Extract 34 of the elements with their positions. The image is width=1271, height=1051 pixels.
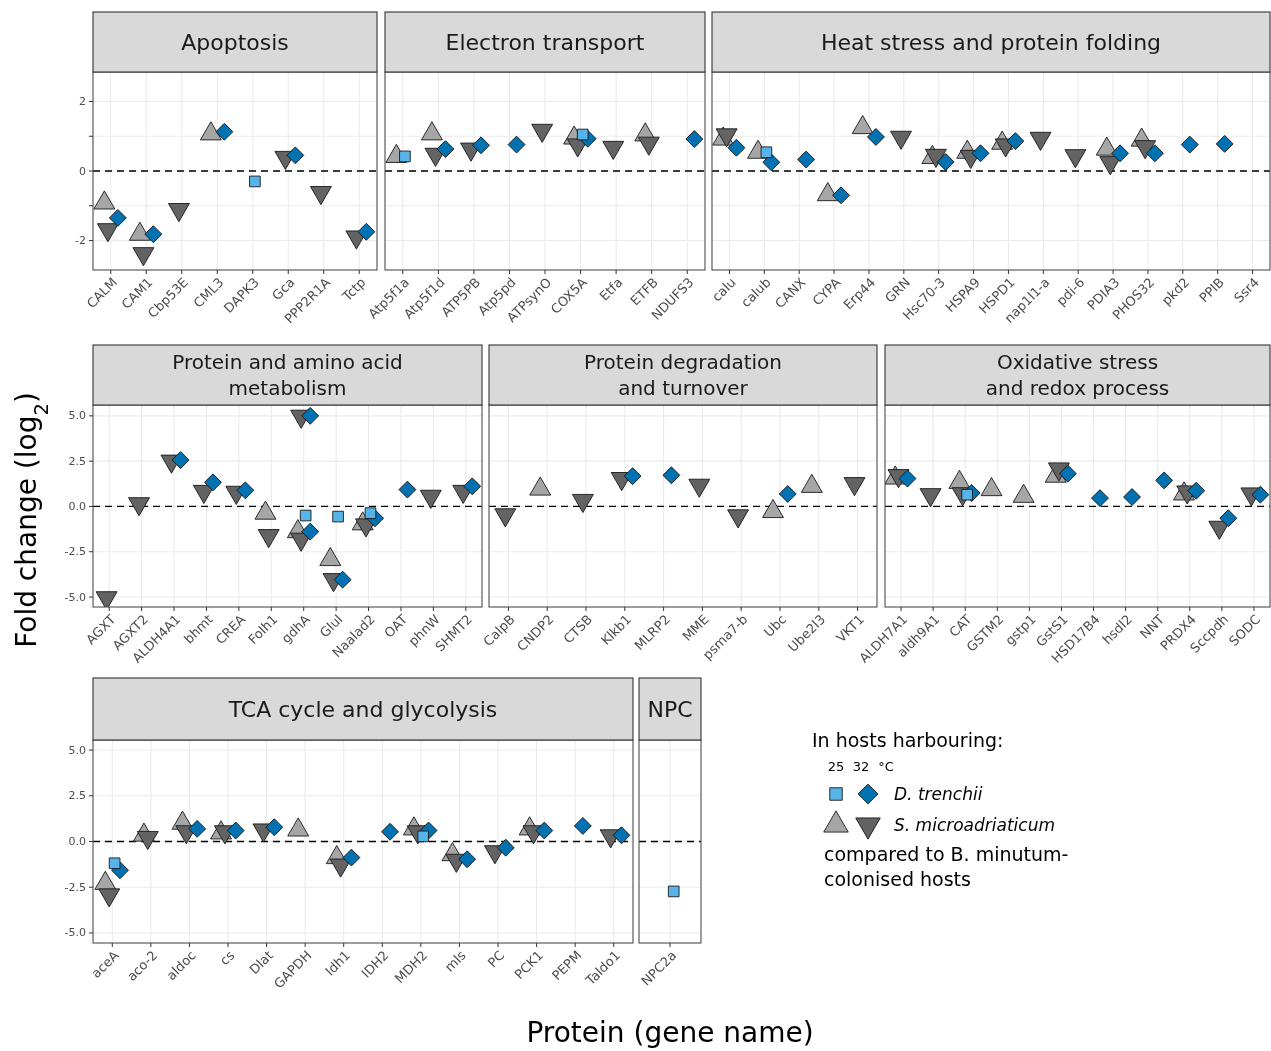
chart-title: Apoptosis: [181, 29, 289, 55]
y-tick-label: -2.5: [64, 545, 86, 559]
text: In hosts harbouring:: [812, 729, 1004, 751]
x-tick-label: cs: [216, 947, 238, 969]
y-tick-label: -5.0: [64, 926, 86, 940]
y-tick-label: 2: [79, 95, 86, 109]
text: 25 32 °C: [827, 758, 894, 774]
y-tick-label: -2.5: [64, 880, 86, 894]
y-tick-label: 5.0: [68, 743, 86, 757]
x-tick-label: Tctp: [338, 274, 369, 305]
x-axis-title: Protein (gene name): [526, 1016, 814, 1049]
x-tick-label: PC: [484, 947, 508, 971]
y-tick-label: 5.0: [68, 409, 86, 423]
x-tick-label: calu: [709, 274, 739, 305]
y-tick-label: -2: [75, 233, 86, 247]
y-tick-label: 2.5: [68, 789, 86, 803]
chart-title: Heat stress and protein folding: [820, 29, 1162, 55]
chart-title: TCA cycle and glycolysis: [227, 696, 498, 722]
y-tick-label: 0: [79, 164, 86, 178]
y-tick-label: 0.0: [68, 499, 86, 513]
text: D. trenchii: [894, 784, 983, 804]
x-tick-label: mls: [441, 947, 469, 975]
x-tick-label: Ubc: [761, 611, 790, 640]
chart-title: Protein degradation and turnover: [584, 350, 782, 400]
text: compared to B. minutum- colonised hosts: [824, 843, 1069, 890]
text: S. microadriaticum: [894, 815, 1056, 835]
chart-title: Electron transport: [445, 29, 645, 55]
chart-title: Protein and amino acid metabolism: [172, 350, 403, 400]
y-tick-label: -5.0: [64, 590, 86, 604]
y-tick-label: 0.0: [68, 835, 86, 848]
y-tick-label: 2.5: [68, 454, 86, 468]
x-tick-label: Etfa: [596, 274, 626, 304]
chart-title: Oxidative stress and redox process: [985, 350, 1170, 400]
chart-title: NPC: [647, 696, 693, 722]
